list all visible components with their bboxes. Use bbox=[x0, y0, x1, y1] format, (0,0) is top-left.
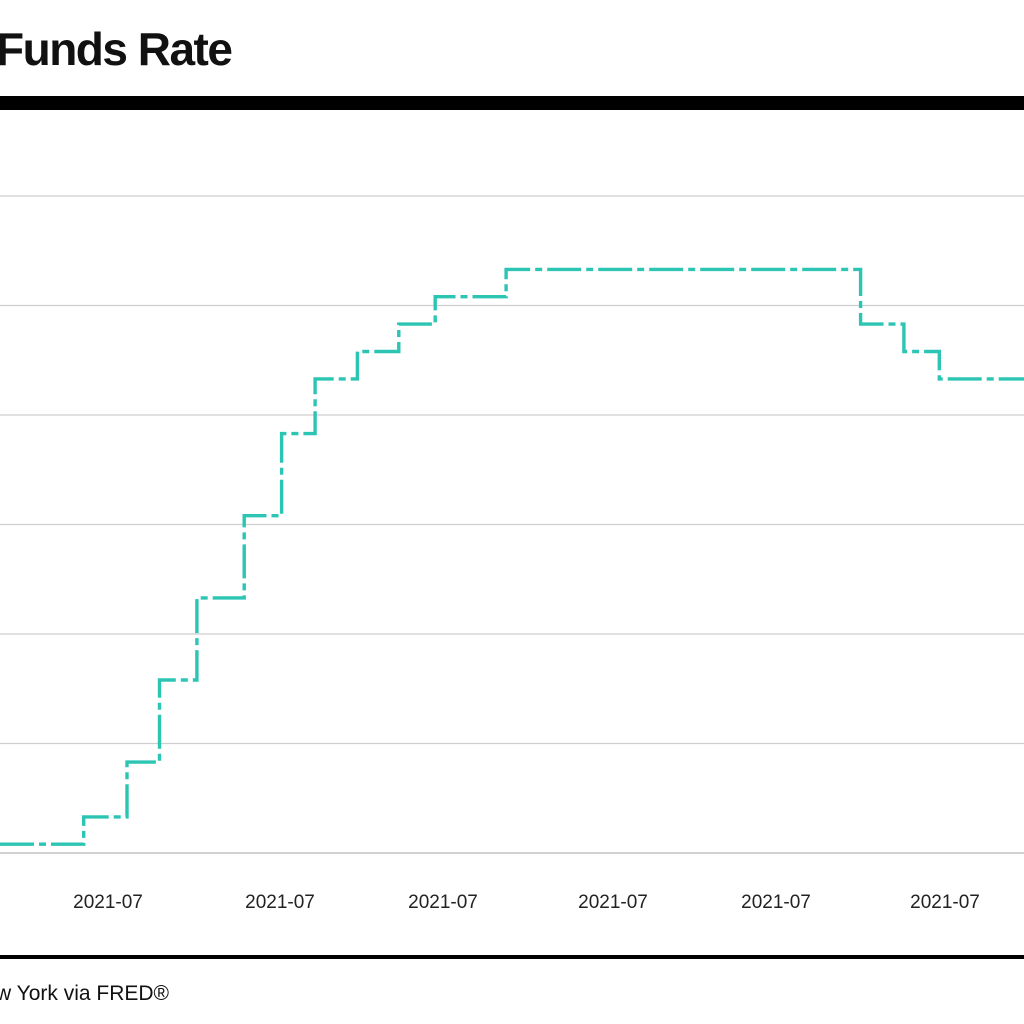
series-line-0 bbox=[0, 267, 1024, 846]
chart-title: Funds Rate bbox=[0, 23, 233, 75]
x-tick-label: 2021-07 bbox=[73, 892, 143, 913]
source-note: w York via FRED® bbox=[0, 982, 170, 1005]
series-line-layer bbox=[0, 267, 1024, 846]
x-tick-label: 2021-07 bbox=[578, 892, 648, 913]
x-tick-label: 2021-07 bbox=[408, 892, 478, 913]
x-axis-ticks: 2021-07 2021-07 2021-07 2021-07 2021-07 2021-… bbox=[73, 892, 980, 913]
gridlines bbox=[0, 195, 1024, 854]
x-tick-label: 2021-07 bbox=[910, 892, 980, 913]
x-tick-label: 2021-07 bbox=[741, 892, 811, 913]
bottom-rule bbox=[0, 955, 1024, 959]
title-rule bbox=[0, 96, 1024, 110]
x-tick-label: 2021-07 bbox=[245, 892, 315, 913]
